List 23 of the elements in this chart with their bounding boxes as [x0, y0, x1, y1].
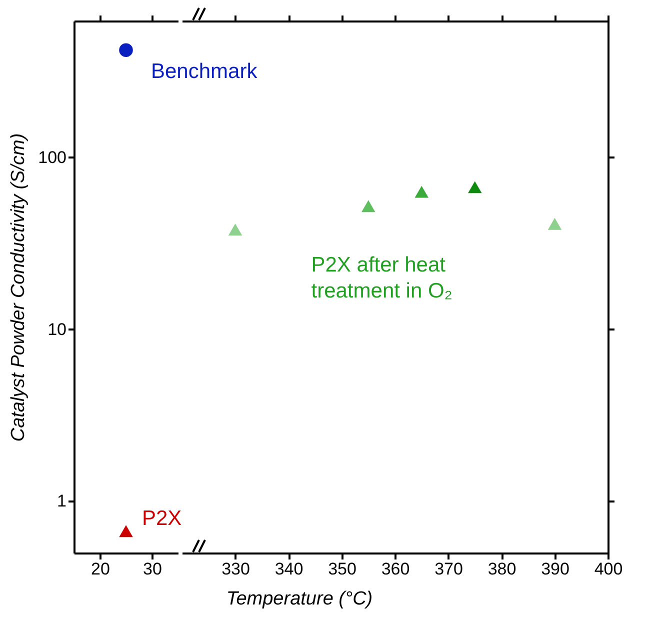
x-tick-label: 380	[488, 560, 516, 578]
series-label: Benchmark	[151, 60, 258, 84]
x-tick-label: 30	[143, 560, 162, 578]
x-tick-label: 340	[274, 560, 304, 578]
x-axis-title: Temperature (°C)	[226, 588, 373, 610]
x-tick-label: 400	[594, 560, 623, 578]
point	[361, 200, 376, 212]
series-label: P2X	[142, 507, 182, 530]
point	[228, 224, 242, 236]
x-tick-label: 330	[222, 560, 250, 578]
point	[468, 181, 482, 194]
y-axis-title: Catalyst Powder Conductivity (S/cm)	[8, 133, 30, 442]
point	[548, 218, 562, 230]
x-tick-label: 370	[434, 560, 463, 578]
y-tick-label: 100	[38, 148, 66, 167]
point	[414, 186, 429, 198]
y-tick-label: 1	[57, 492, 66, 511]
x-tick-label: 350	[328, 560, 356, 578]
text: P2X after heat treatment in O₂	[311, 254, 452, 303]
y-tick-label: 10	[48, 320, 66, 339]
x-tick-label: 390	[541, 560, 570, 578]
x-tick-label: 360	[381, 560, 410, 578]
x-tick-label: 20	[91, 560, 110, 578]
